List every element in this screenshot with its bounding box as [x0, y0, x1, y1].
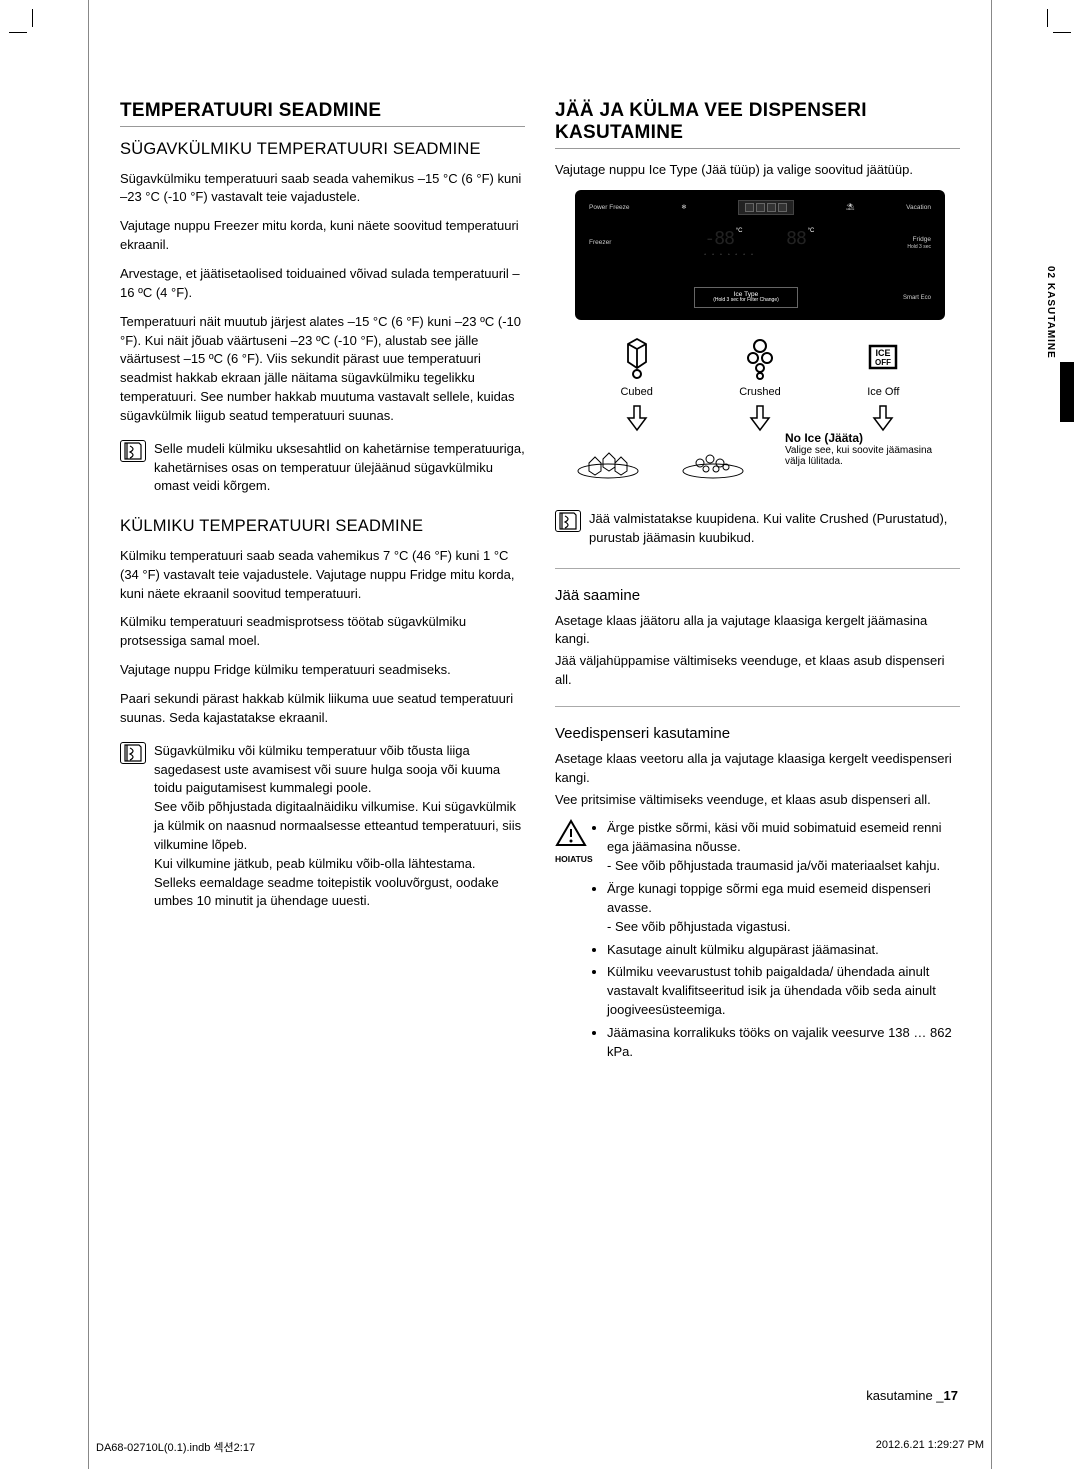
side-tab-label: 02 KASUTAMINE [1045, 266, 1056, 359]
display-screen: Power Freeze ❄ ⛱ Vacation Freezer -88 [575, 190, 945, 320]
side-tab-marker [1060, 362, 1074, 422]
crushed-result-icon [680, 437, 746, 479]
cubed-icon [614, 334, 660, 380]
ice-type-button: Ice Type (Hold 3 sec for Filter Change) [694, 287, 798, 308]
warning-block: HOIATUS Ärge pistke sõrmi, käsi või muid… [555, 819, 960, 1065]
divider [120, 126, 525, 127]
door-alarm-badge [738, 200, 794, 215]
sub-heading-ice: Jää saamine [555, 587, 960, 604]
body-text: Vajutage nuppu Freezer mitu korda, kuni … [120, 217, 525, 255]
body-text: Asetage klaas veetoru alla ja vajutage k… [555, 750, 960, 788]
print-file: DA68-02710L(0.1).indb 섹션2:17 [96, 1439, 255, 1455]
body-text: Arvestage, et jäätisetaolised toiduained… [120, 265, 525, 303]
body-text: Paari sekundi pärast hakkab külmik liiku… [120, 690, 525, 728]
note-icon [120, 440, 146, 462]
body-text: Vajutage nuppu Ice Type (Jää tüüp) ja va… [555, 161, 960, 180]
right-column: JÄÄ JA KÜLMA VEE DISPENSERI KASUTAMINE V… [555, 100, 960, 1066]
no-ice-block: No Ice (Jääta) Valige see, kui soovite j… [785, 431, 945, 467]
body-text: Jää väljahüppamise vältimiseks veenduge,… [555, 652, 960, 690]
print-footer: DA68-02710L(0.1).indb 섹션2:17 2012.6.21 1… [88, 1439, 992, 1455]
page-number: 17 [944, 1388, 958, 1403]
note-text: Jää valmistatakse kuupidena. Kui valite … [589, 510, 960, 548]
mode-label: Ice Off [833, 386, 933, 398]
display-label-fridge: Fridge [913, 236, 931, 243]
display-panel: Power Freeze ❄ ⛱ Vacation Freezer -88 [575, 190, 945, 490]
mode-label: Crushed [710, 386, 810, 398]
bullet-sub: - See võib põhjustada traumasid ja/või m… [607, 857, 960, 876]
mode-label: Cubed [587, 386, 687, 398]
divider [555, 568, 960, 569]
body-text: Asetage klaas jäätoru alla ja vajutage k… [555, 612, 960, 650]
ice-mode-cubed: Cubed [587, 334, 687, 398]
crushed-icon [737, 334, 783, 380]
svg-text:OFF: OFF [875, 358, 891, 367]
sub-title-fridge: KÜLMIKU TEMPERATUURI SEADMINE [120, 516, 525, 537]
ice-mode-crushed: Crushed [710, 334, 810, 398]
bullet-text: Kasutage ainult külmiku algupärast jääma… [607, 941, 960, 960]
note-icon [120, 742, 146, 764]
snowflake-icon: ❄ [681, 203, 686, 211]
seg-display-fridge: 88 [786, 228, 806, 249]
left-column: TEMPERATUURI SEADMINE SÜGAVKÜLMIKU TEMPE… [120, 100, 525, 1066]
body-text: Sügavkülmiku temperatuuri saab seada vah… [120, 170, 525, 208]
note-box: Sügavkülmiku või külmiku temperatuur või… [120, 742, 525, 912]
body-text: Külmiku temperatuuri saab seada vahemiku… [120, 547, 525, 604]
footer-label: kasutamine _ [866, 1388, 943, 1403]
body-text: Vajutage nuppu Fridge külmiku temperatuu… [120, 661, 525, 680]
note-box: Selle mudeli külmiku uksesahtlid on kahe… [120, 440, 525, 497]
divider [555, 148, 960, 149]
display-label-power-freeze: Power Freeze [589, 204, 629, 211]
note-box: Jää valmistatakse kuupidena. Kui valite … [555, 510, 960, 548]
ice-type-sublabel: (Hold 3 sec for Filter Change) [713, 298, 779, 304]
sub-title-freezer: SÜGAVKÜLMIKU TEMPERATUURI SEADMINE [120, 139, 525, 160]
small-icons-row: ▫▫▫▫▫▫▫ [704, 252, 814, 258]
arrow-down-icon [625, 404, 649, 432]
no-ice-title: No Ice (Jääta) [785, 431, 945, 445]
section-title-temp: TEMPERATUURI SEADMINE [120, 100, 525, 122]
cubed-result-icon [575, 437, 641, 479]
warning-icon [555, 819, 587, 847]
ice-off-icon: ICE OFF [860, 334, 906, 380]
vacation-icon: ⛱ [846, 203, 854, 211]
arrow-down-icon [748, 404, 772, 432]
body-text: Temperatuuri näit muutub järjest alates … [120, 313, 525, 426]
display-label-smart-eco: Smart Eco [903, 295, 931, 301]
display-label-vacation: Vacation [906, 204, 931, 211]
bullet-sub: - See võib põhjustada vigastusi. [607, 918, 960, 937]
body-text: Külmiku temperatuuri seadmisprotsess töö… [120, 613, 525, 651]
svg-text:ICE: ICE [876, 348, 891, 358]
note-text: Selle mudeli külmiku uksesahtlid on kahe… [154, 440, 525, 497]
display-label-hold: Hold 3 sec [907, 244, 931, 250]
bullet-text: Ärge pistke sõrmi, käsi või muid sobimat… [607, 820, 942, 854]
no-ice-subtitle: Valige see, kui soovite jäämasina välja … [785, 445, 945, 467]
bullet-text: Ärge kunagi toppige sõrmi ega muid eseme… [607, 881, 931, 915]
section-title-dispenser: JÄÄ JA KÜLMA VEE DISPENSERI KASUTAMINE [555, 100, 960, 144]
warning-list: Ärge pistke sõrmi, käsi või muid sobimat… [595, 819, 960, 1065]
warning-label: HOIATUS [555, 854, 587, 864]
body-text: Vee pritsimise vältimiseks veenduge, et … [555, 791, 960, 810]
print-time: 2012.6.21 1:29:27 PM [876, 1439, 984, 1455]
bullet-text: Jäämasina korralikuks tööks on vajalik v… [607, 1024, 960, 1062]
seg-display-freezer: -88 [704, 228, 734, 249]
arrow-down-icon [871, 404, 895, 432]
display-label-freezer: Freezer [589, 239, 611, 246]
note-icon [555, 510, 581, 532]
ice-mode-off: ICE OFF Ice Off [833, 334, 933, 398]
divider [555, 706, 960, 707]
bullet-text: Külmiku veevarustust tohib paigaldada/ ü… [607, 963, 960, 1020]
sub-heading-water: Veedispenseri kasutamine [555, 725, 960, 742]
note-text: Sügavkülmiku või külmiku temperatuur või… [154, 742, 525, 912]
page-footer: kasutamine _17 [866, 1388, 958, 1403]
